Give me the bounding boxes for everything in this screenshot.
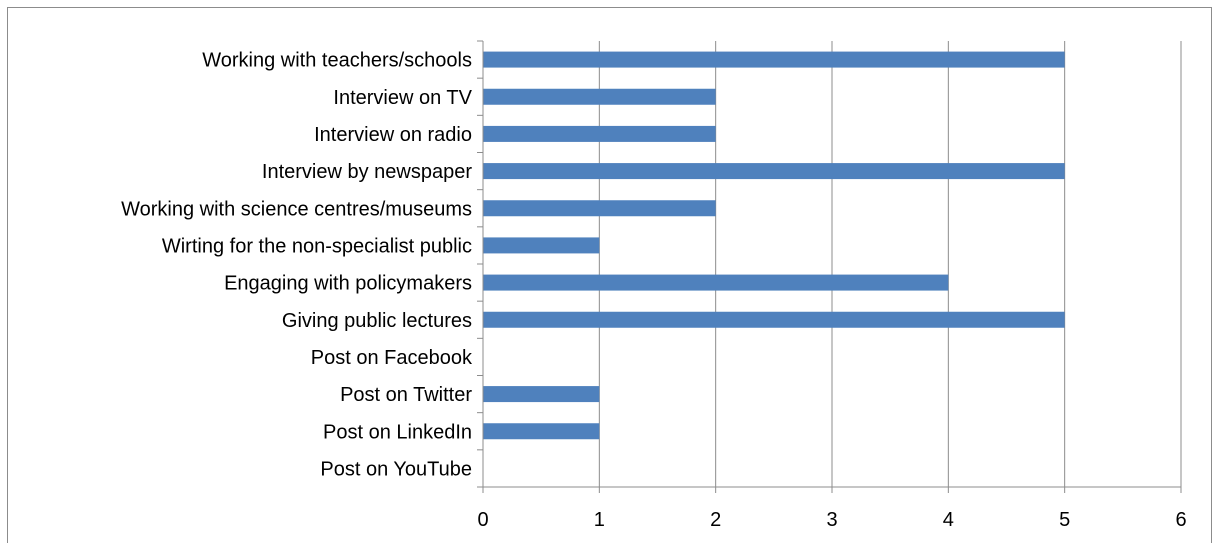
bar — [483, 237, 600, 254]
category-label: Interview on radio — [314, 124, 472, 146]
bar — [483, 163, 1065, 180]
category-label: Post on Facebook — [311, 347, 473, 369]
gridlines — [477, 40, 1182, 493]
bar — [483, 88, 716, 105]
tick-label: 5 — [1059, 509, 1070, 531]
category-label: Wirting for the non-specialist public — [162, 235, 472, 257]
tick-label: 3 — [826, 509, 837, 531]
bar — [483, 274, 949, 291]
bar — [483, 200, 716, 217]
category-label: Post on Twitter — [340, 384, 472, 406]
tick-label: 0 — [477, 509, 488, 531]
category-label: Interview by newspaper — [262, 161, 472, 183]
category-label: Interview on TV — [333, 87, 472, 109]
category-label: Giving public lectures — [282, 310, 472, 332]
bar — [483, 51, 1065, 68]
bar — [483, 125, 716, 142]
category-label: Engaging with policymakers — [224, 273, 472, 295]
category-label: Post on YouTube — [320, 458, 472, 480]
tick-label: 1 — [594, 509, 605, 531]
tick-label: 6 — [1175, 509, 1186, 531]
category-label: Working with science centres/museums — [121, 198, 472, 220]
tick-label: 4 — [943, 509, 954, 531]
category-label: Post on LinkedIn — [323, 421, 472, 443]
bar — [483, 386, 600, 403]
tick-label: 2 — [710, 509, 721, 531]
value-tick-labels: 0 1 2 3 4 5 6 — [477, 509, 1186, 531]
bars — [483, 51, 1065, 440]
category-labels: Working with teachers/schools Interview o… — [121, 50, 473, 481]
bar — [483, 423, 600, 440]
category-label: Working with teachers/schools — [202, 50, 472, 72]
bar — [483, 311, 1065, 328]
